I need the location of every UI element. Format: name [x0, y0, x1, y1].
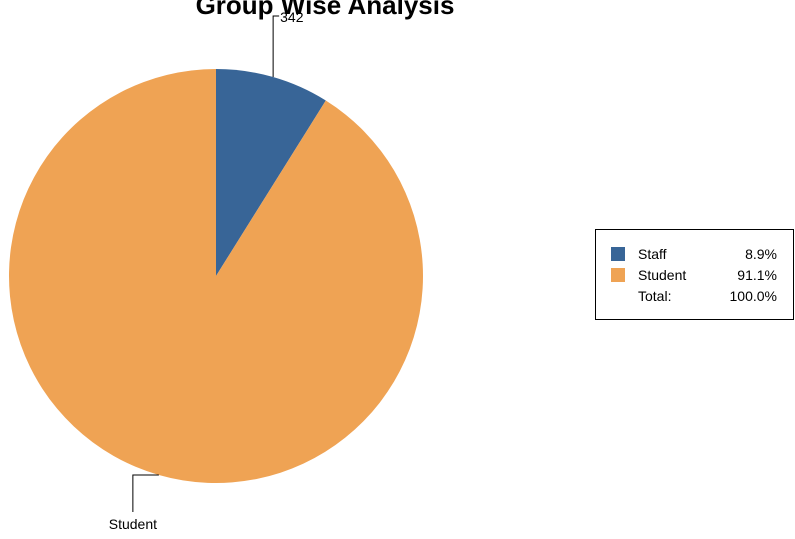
- legend-label: Student: [638, 267, 686, 283]
- legend-value: 91.1%: [737, 267, 777, 283]
- legend-swatch: [611, 247, 625, 261]
- slice-label: Student: [109, 516, 157, 532]
- legend-box: [595, 229, 794, 320]
- callout-line: [132, 474, 159, 512]
- callout-line: [272, 15, 280, 78]
- legend-label: Staff: [638, 246, 667, 262]
- pie-slice: [216, 69, 326, 276]
- slice-label: 342: [280, 9, 304, 25]
- chart-title: Group Wise Analysis: [196, 0, 455, 20]
- legend-swatch: [611, 268, 625, 282]
- legend-total-label: Total:: [638, 288, 671, 304]
- pie-slice: [9, 69, 424, 483]
- legend-value: 8.9%: [745, 246, 777, 262]
- legend-total-value: 100.0%: [730, 288, 777, 304]
